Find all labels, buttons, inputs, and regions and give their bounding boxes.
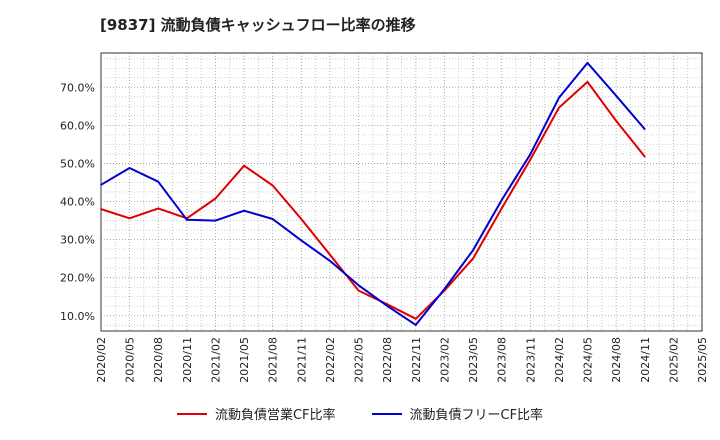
data-point-series-1 bbox=[186, 219, 188, 221]
x-tick-label: 2025/02 bbox=[667, 337, 680, 383]
x-tick-label: 2024/05 bbox=[582, 337, 595, 383]
data-point-series-0 bbox=[214, 197, 217, 200]
data-point-series-1 bbox=[529, 153, 532, 156]
data-point-series-1 bbox=[643, 128, 646, 130]
legend-item-free-cf: 流動負債フリーCF比率 bbox=[371, 404, 544, 423]
data-point-series-0 bbox=[243, 164, 245, 167]
legend-label-operating-cf: 流動負債営業CF比率 bbox=[214, 408, 336, 423]
x-tick-label: 2024/08 bbox=[610, 337, 623, 383]
x-tick-label: 2021/05 bbox=[238, 337, 251, 383]
x-tick-label: 2022/08 bbox=[381, 337, 394, 383]
x-tick-label: 2023/02 bbox=[438, 337, 451, 383]
data-point-series-1 bbox=[586, 62, 589, 64]
x-tick-label: 2020/11 bbox=[181, 337, 194, 383]
x-tick-label: 2025/05 bbox=[696, 337, 709, 383]
plot-frame bbox=[100, 52, 703, 332]
data-point-series-1 bbox=[357, 284, 360, 287]
data-point-series-1 bbox=[386, 305, 388, 307]
data-point-series-0 bbox=[271, 184, 274, 187]
data-point-series-0 bbox=[357, 289, 360, 292]
data-point-series-1 bbox=[558, 97, 560, 99]
data-point-series-1 bbox=[500, 199, 503, 201]
data-point-series-0 bbox=[415, 318, 417, 320]
data-point-series-0 bbox=[100, 208, 102, 210]
series-line-1 bbox=[100, 61, 646, 326]
data-point-series-1 bbox=[243, 209, 245, 212]
x-tick-label: 2020/02 bbox=[95, 337, 108, 383]
x-tick-label: 2023/05 bbox=[467, 337, 480, 383]
data-point-series-1 bbox=[157, 180, 160, 183]
data-point-series-1 bbox=[100, 183, 102, 186]
x-tick-label: 2020/05 bbox=[124, 337, 137, 383]
x-tick-label: 2021/11 bbox=[295, 337, 308, 383]
legend-item-operating-cf: 流動負債営業CF比率 bbox=[176, 404, 336, 423]
data-point-series-0 bbox=[500, 207, 503, 210]
x-tick-label: 2022/11 bbox=[410, 337, 423, 383]
data-point-series-0 bbox=[300, 218, 303, 220]
data-point-series-1 bbox=[443, 288, 446, 290]
series-line-0 bbox=[100, 80, 646, 320]
data-point-series-1 bbox=[329, 260, 331, 262]
y-tick-label: 20.0% bbox=[60, 272, 95, 285]
data-point-series-1 bbox=[472, 249, 474, 252]
data-point-series-1 bbox=[214, 219, 217, 222]
x-tick-label: 2023/11 bbox=[524, 337, 537, 383]
y-tick-label: 40.0% bbox=[60, 196, 95, 209]
chart-title: [9837] 流動負債キャッシュフロー比率の推移 bbox=[100, 16, 416, 34]
data-point-series-0 bbox=[128, 217, 131, 220]
x-tick-label: 2021/02 bbox=[209, 337, 222, 383]
x-tick-label: 2024/11 bbox=[639, 337, 652, 383]
data-point-series-0 bbox=[615, 119, 617, 122]
x-tick-label: 2022/02 bbox=[324, 337, 337, 383]
y-tick-label: 60.0% bbox=[60, 119, 95, 132]
legend-swatch-operating-cf bbox=[176, 412, 207, 415]
data-point-series-1 bbox=[615, 94, 617, 97]
legend-swatch-free-cf bbox=[371, 412, 402, 415]
x-tick-label: 2024/02 bbox=[553, 337, 566, 383]
data-point-series-0 bbox=[643, 155, 646, 158]
x-tick-label: 2020/08 bbox=[152, 337, 165, 383]
legend-label-free-cf: 流動負債フリーCF比率 bbox=[409, 408, 544, 423]
data-point-series-0 bbox=[529, 158, 532, 161]
x-tick-label: 2021/08 bbox=[267, 337, 280, 383]
y-tick-label: 70.0% bbox=[60, 81, 95, 94]
x-tick-label: 2023/08 bbox=[496, 337, 509, 383]
data-point-series-0 bbox=[472, 257, 474, 260]
y-tick-label: 30.0% bbox=[60, 234, 95, 247]
data-point-series-1 bbox=[415, 324, 417, 326]
data-point-series-0 bbox=[558, 107, 560, 109]
y-tick-label: 10.0% bbox=[60, 310, 95, 323]
data-point-series-1 bbox=[300, 239, 303, 242]
data-point-series-1 bbox=[271, 218, 274, 220]
data-point-series-1 bbox=[128, 167, 131, 169]
data-point-series-0 bbox=[157, 207, 160, 210]
legend: 流動負債営業CF比率 流動負債フリーCF比率 bbox=[0, 404, 720, 423]
data-point-series-0 bbox=[329, 254, 331, 256]
y-tick-label: 50.0% bbox=[60, 157, 95, 170]
data-point-series-0 bbox=[586, 81, 589, 83]
x-tick-label: 2022/05 bbox=[353, 337, 366, 383]
